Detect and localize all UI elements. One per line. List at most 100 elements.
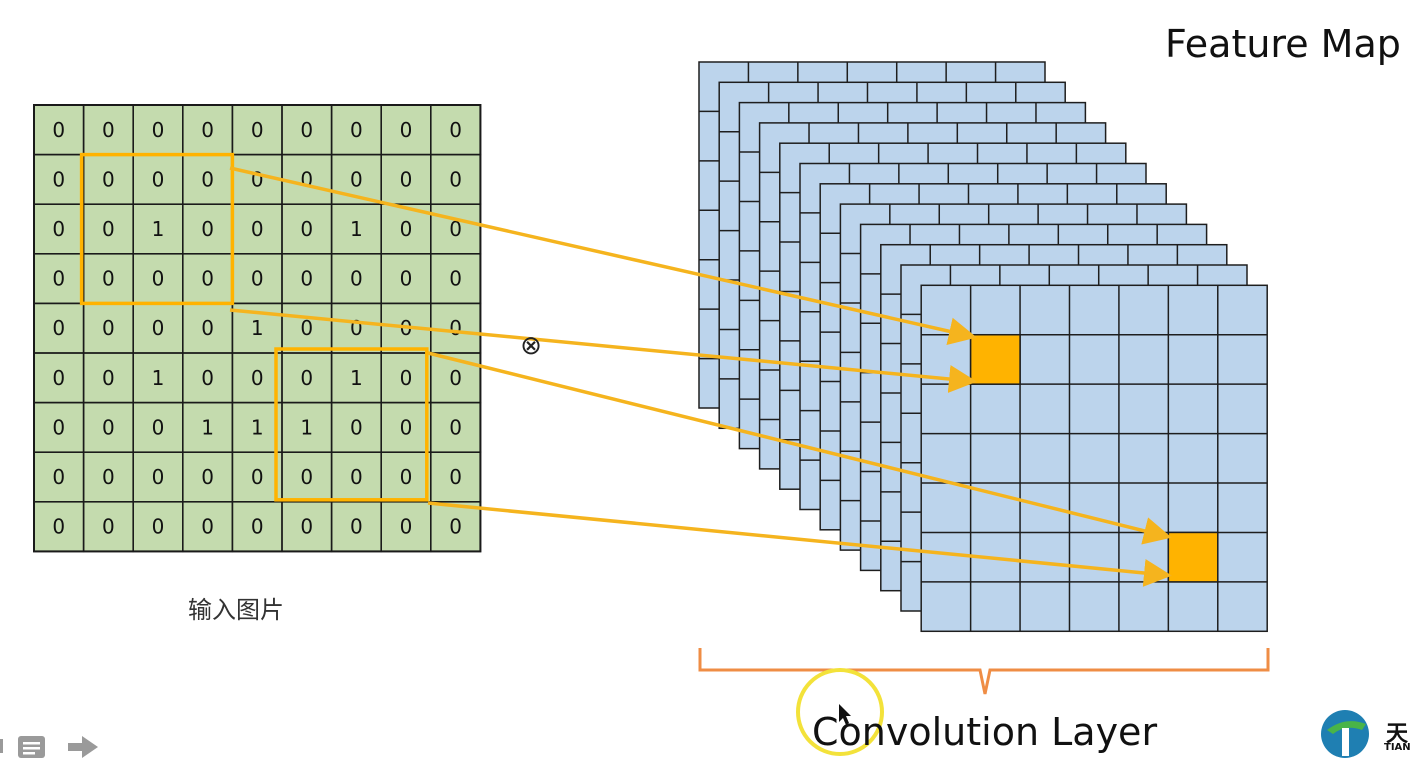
input-cell-value: 0 <box>52 366 65 390</box>
kernel-window-2 <box>274 347 429 502</box>
input-cell-value: 0 <box>449 415 462 439</box>
input-cell-value: 0 <box>251 267 264 291</box>
input-cell-value: 0 <box>102 465 115 489</box>
input-cell-value: 0 <box>201 465 214 489</box>
input-cell-value: 0 <box>350 415 363 439</box>
input-cell-value: 0 <box>102 316 115 340</box>
input-cell-value: 0 <box>52 515 65 539</box>
input-cell-value: 0 <box>251 515 264 539</box>
input-cell-value: 0 <box>400 465 413 489</box>
input-cell-value: 0 <box>152 316 165 340</box>
input-cell-value: 0 <box>52 118 65 142</box>
input-cell-value: 0 <box>102 167 115 191</box>
input-cell-value: 0 <box>300 515 313 539</box>
slide-prev-stub[interactable] <box>0 735 6 761</box>
input-highlight-boxes <box>79 152 429 502</box>
input-cell-value: 0 <box>52 465 65 489</box>
mapping-arrow <box>427 351 1172 545</box>
input-cell-value: 0 <box>52 217 65 241</box>
next-arrow-icon <box>68 736 98 758</box>
input-cell-value: 0 <box>52 267 65 291</box>
input-cell-value: 0 <box>300 267 313 291</box>
logo-emblem-icon <box>1321 710 1369 758</box>
input-cell-value: 0 <box>102 267 115 291</box>
input-cell-value: 0 <box>350 267 363 291</box>
notes-button[interactable] <box>17 735 47 763</box>
conv-layer-bracket <box>698 648 1270 695</box>
input-cell-value: 0 <box>201 267 214 291</box>
input-cell-value: 0 <box>300 316 313 340</box>
input-cell-value: 0 <box>201 366 214 390</box>
input-cell-value: 0 <box>102 217 115 241</box>
input-cell-value: 0 <box>350 118 363 142</box>
input-cell-value: 0 <box>152 167 165 191</box>
input-cell-value: 0 <box>400 267 413 291</box>
input-cell-value: 0 <box>201 118 214 142</box>
input-cell-value: 0 <box>251 366 264 390</box>
mapping-arrow <box>229 166 977 346</box>
company-logo: 天 TIAN <box>1318 708 1423 760</box>
input-cell-value: 0 <box>350 515 363 539</box>
input-cell-value: 0 <box>201 515 214 539</box>
input-cell-value: 0 <box>52 167 65 191</box>
input-cell-value: 0 <box>102 415 115 439</box>
mapping-arrows <box>229 166 1172 587</box>
input-image-label: 输入图片 <box>188 596 284 624</box>
input-cell-value: 0 <box>449 366 462 390</box>
input-cell-value: 0 <box>251 465 264 489</box>
input-cell-value: 0 <box>201 316 214 340</box>
logo-cn-text: 天 <box>1386 722 1409 747</box>
mapping-arrow <box>229 308 977 393</box>
input-cell-value: 0 <box>102 118 115 142</box>
input-cell-value: 1 <box>251 415 264 439</box>
mapping-arrow <box>427 501 1172 587</box>
input-grid-cell <box>430 501 482 553</box>
input-cell-value: 1 <box>152 366 165 390</box>
input-cell-value: 0 <box>152 267 165 291</box>
input-cell-value: 0 <box>400 515 413 539</box>
input-cell-value: 0 <box>400 118 413 142</box>
input-cell-value: 0 <box>300 118 313 142</box>
input-cell-value: 0 <box>449 316 462 340</box>
input-cell-value: 0 <box>251 118 264 142</box>
input-cell-value: 0 <box>152 415 165 439</box>
mouse-pointer-icon <box>839 704 851 725</box>
feature-map-activation-1 <box>969 333 1021 385</box>
input-cell-value: 0 <box>400 167 413 191</box>
convolution-operator-symbol: ⊗ <box>520 331 542 361</box>
input-cell-value: 0 <box>201 167 214 191</box>
feature-map-layer <box>920 284 1268 633</box>
input-cell-value: 0 <box>52 316 65 340</box>
input-cell-value: 0 <box>449 465 462 489</box>
input-cell-value: 1 <box>152 217 165 241</box>
input-cell-value: 0 <box>350 316 363 340</box>
input-cell-value: 1 <box>201 415 214 439</box>
input-cell-value: 0 <box>400 217 413 241</box>
input-cell-value: 0 <box>251 217 264 241</box>
input-cell-value: 1 <box>350 366 363 390</box>
input-cell-value: 0 <box>251 167 264 191</box>
input-cell-value: 0 <box>300 465 313 489</box>
feature-map-stack <box>698 61 1268 633</box>
input-cell-value: 0 <box>102 366 115 390</box>
input-cell-value: 0 <box>152 465 165 489</box>
logo-en-text: TIAN <box>1384 742 1411 753</box>
input-cell-value: 1 <box>251 316 264 340</box>
kernel-window-1 <box>79 152 235 306</box>
prev-edge-icon <box>0 739 3 753</box>
input-cell-value: 0 <box>400 366 413 390</box>
input-cell-value: 0 <box>449 118 462 142</box>
next-slide-button[interactable] <box>66 735 100 763</box>
page-title: Feature Map <box>1165 22 1401 66</box>
feature-map-activation-2 <box>1167 531 1219 583</box>
input-cell-value: 0 <box>152 118 165 142</box>
input-cell-value: 0 <box>52 415 65 439</box>
input-cell-value: 1 <box>350 217 363 241</box>
input-cell-value: 0 <box>300 366 313 390</box>
input-cell-value: 0 <box>449 167 462 191</box>
input-cell-value: 0 <box>449 515 462 539</box>
cursor-highlight-ring <box>796 668 884 756</box>
bracket-path <box>698 648 1270 695</box>
input-cell-value: 0 <box>449 217 462 241</box>
